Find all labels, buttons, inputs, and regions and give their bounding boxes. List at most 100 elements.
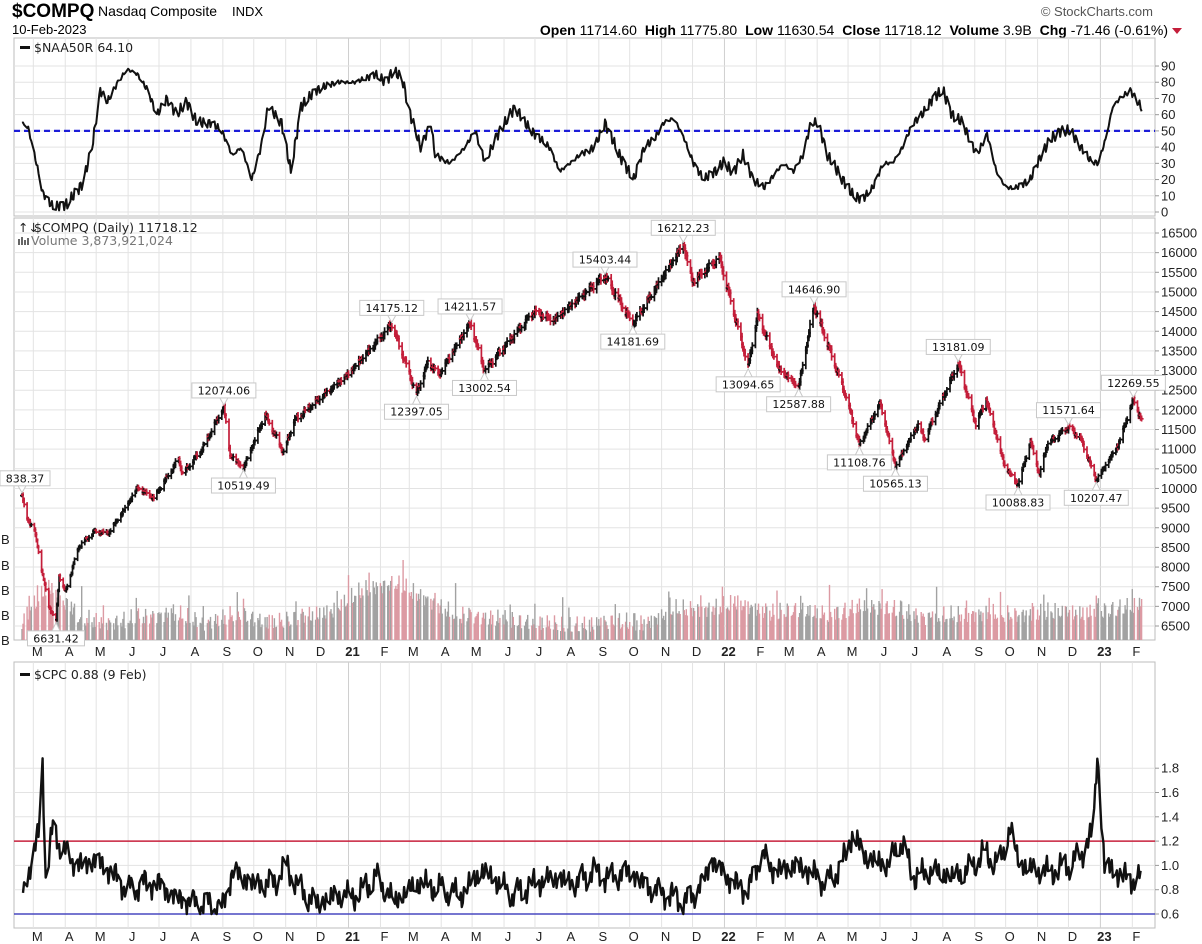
volume-bar — [957, 606, 959, 640]
volume-bar — [122, 618, 124, 640]
volume-bar — [113, 623, 115, 640]
y-tick-label: 16000 — [1161, 245, 1197, 260]
volume-bar — [1002, 617, 1005, 640]
volume-bar — [350, 587, 353, 640]
volume-bar — [506, 621, 508, 640]
volume-bar — [163, 622, 165, 640]
volume-bar — [37, 601, 40, 640]
volume-bar — [809, 605, 811, 640]
volume-bar — [496, 621, 498, 640]
volume-bar — [434, 592, 436, 640]
price-annotation: 11108.76 — [826, 445, 892, 471]
y-tick-label: 14500 — [1161, 304, 1197, 319]
volume-bar — [431, 609, 433, 640]
price-annotation: 12587.88 — [766, 387, 832, 413]
annotation-label: 14175.12 — [366, 302, 419, 315]
volume-bar — [945, 619, 947, 640]
y-tick-label: 6500 — [1161, 619, 1190, 634]
volume-bar — [309, 620, 312, 640]
volume-bar — [330, 609, 332, 640]
volume-bar — [59, 595, 61, 640]
x-tick-label: S — [223, 929, 232, 944]
annotation-pointer — [600, 266, 610, 276]
volume-bar — [481, 617, 484, 640]
x-tick-label: M — [784, 644, 795, 659]
volume-bar — [1008, 612, 1010, 640]
volume-bar — [391, 576, 393, 640]
volume-bar — [199, 622, 201, 640]
y-tick-label: 40 — [1161, 140, 1175, 155]
volume-bar — [802, 602, 804, 640]
volume-bar — [152, 611, 154, 640]
volume-bar — [243, 608, 246, 640]
volume-bar — [634, 613, 636, 640]
volume-bar — [467, 618, 469, 640]
x-tick-label: F — [380, 929, 388, 944]
volume-bar — [340, 599, 342, 640]
volume-bar — [200, 623, 202, 640]
volume-bar — [70, 601, 73, 640]
volume-bar — [239, 619, 242, 640]
volume-bar — [253, 626, 255, 640]
volume-bar — [548, 620, 551, 640]
x-tick-label: J — [536, 929, 543, 944]
volume-bar — [885, 603, 887, 640]
volume-bar — [290, 624, 292, 640]
volume-bar — [975, 612, 977, 640]
volume-bar — [1119, 599, 1121, 640]
volume-bar — [744, 600, 746, 640]
volume-bar — [173, 620, 176, 640]
volume-bar — [123, 611, 125, 640]
volume-bar — [230, 617, 232, 640]
volume-bar — [787, 605, 789, 640]
x-tick-label: O — [629, 644, 639, 659]
volume-bar — [855, 613, 857, 640]
price-annotation: 15403.44 — [572, 251, 638, 276]
volume-bar — [982, 612, 984, 640]
volume-bar — [704, 608, 706, 640]
volume-bar — [254, 622, 256, 640]
volume-bar — [491, 624, 493, 640]
volume-bar — [864, 610, 867, 640]
x-tick-label: D — [316, 929, 325, 944]
volume-bar — [366, 590, 368, 640]
volume-bar — [582, 628, 584, 640]
chart-date: 10-Feb-2023 — [12, 22, 86, 37]
volume-bar — [763, 613, 766, 640]
volume-bar — [554, 622, 557, 640]
price-annotation: 14646.90 — [781, 281, 847, 305]
y-tick-label: 8500 — [1161, 540, 1190, 555]
volume-bar — [907, 618, 909, 640]
volume-bar — [272, 628, 274, 640]
high-label: High — [645, 22, 676, 38]
volume-bar — [324, 615, 326, 640]
y-tick-label: 90 — [1161, 59, 1175, 74]
volume-bar — [1054, 603, 1056, 640]
volume-bar — [993, 618, 995, 640]
volume-bar — [549, 628, 552, 640]
volume-bar — [1136, 607, 1139, 640]
price-annotation: 13094.65 — [715, 367, 781, 393]
put-call-legend: $CPC 0.88 (9 Feb) — [20, 667, 147, 682]
volume-bar — [440, 599, 442, 640]
volume-bar — [1112, 602, 1114, 640]
volume-bar — [844, 602, 846, 640]
annotation-box — [600, 333, 666, 350]
volume-bar — [985, 605, 987, 640]
volume-bar — [670, 614, 672, 640]
volume-bar — [1125, 609, 1127, 640]
volume-bar — [898, 611, 901, 640]
low-label: Low — [745, 22, 773, 38]
volume-bar — [41, 596, 44, 640]
volume-bar — [417, 593, 420, 640]
volume-bar — [546, 615, 548, 640]
volume-bar — [1087, 617, 1089, 640]
volume-bar — [552, 629, 555, 640]
volume-bar — [1018, 614, 1020, 640]
volume-bar — [149, 623, 151, 640]
volume-bar — [300, 613, 302, 640]
y-tick-label: 15500 — [1161, 265, 1197, 280]
volume-bar — [1129, 609, 1131, 640]
volume-bar — [151, 617, 153, 640]
annotation-label: 12074.06 — [198, 384, 251, 397]
